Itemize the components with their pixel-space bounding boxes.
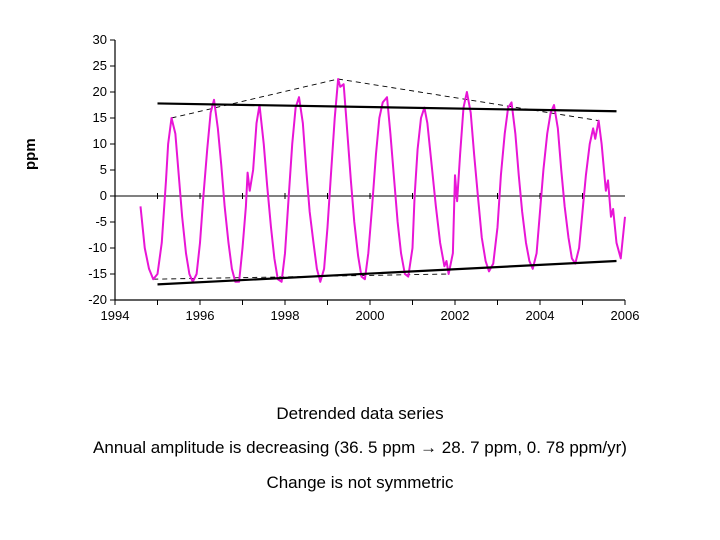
svg-text:-15: -15 [88, 266, 107, 281]
svg-text:-10: -10 [88, 240, 107, 255]
svg-text:10: 10 [93, 136, 107, 151]
svg-text:2006: 2006 [611, 308, 640, 323]
svg-text:-20: -20 [88, 292, 107, 307]
svg-text:2002: 2002 [441, 308, 470, 323]
caption-line-1: Detrended data series [0, 404, 720, 424]
caption-line-2: Annual amplitude is decreasing (36. 5 pp… [0, 438, 720, 458]
captions: Detrended data series Annual amplitude i… [0, 390, 720, 507]
caption-line-3: Change is not symmetric [0, 473, 720, 493]
svg-text:2000: 2000 [356, 308, 385, 323]
svg-text:-5: -5 [95, 214, 107, 229]
svg-text:1994: 1994 [101, 308, 130, 323]
svg-text:20: 20 [93, 84, 107, 99]
chart-svg: -20 -15 -10 -5 0 5 10 15 20 25 30 1994 1996 1998 2000 2… [60, 30, 640, 350]
svg-text:25: 25 [93, 58, 107, 73]
svg-text:30: 30 [93, 32, 107, 47]
svg-text:5: 5 [100, 162, 107, 177]
svg-text:1998: 1998 [271, 308, 300, 323]
chart-container: -20 -15 -10 -5 0 5 10 15 20 25 30 1994 1996 1998 2000 2… [60, 30, 640, 350]
svg-text:15: 15 [93, 110, 107, 125]
svg-text:1996: 1996 [186, 308, 215, 323]
svg-text:0: 0 [100, 188, 107, 203]
svg-text:2004: 2004 [526, 308, 555, 323]
page: ppm -20 -15 -10 -5 0 5 10 15 20 25 30 1994 1996 1998 2… [0, 0, 720, 540]
y-axis-label: ppm [22, 138, 39, 170]
